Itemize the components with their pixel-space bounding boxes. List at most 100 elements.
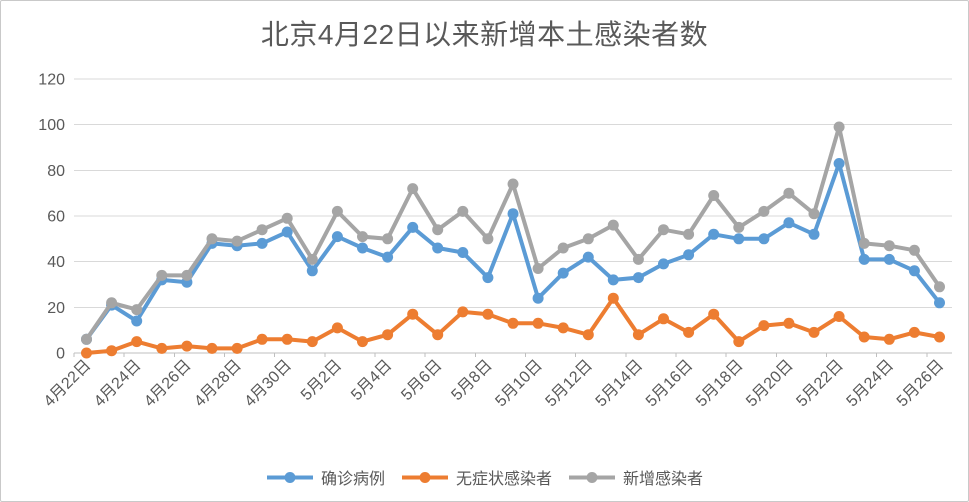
legend-label: 无症状感染者 — [455, 471, 552, 488]
svg-text:4月24日: 4月24日 — [91, 357, 145, 411]
svg-text:4月28日: 4月28日 — [191, 357, 245, 411]
data-point — [281, 212, 293, 224]
data-point — [256, 237, 268, 249]
data-point — [181, 269, 193, 281]
data-point — [908, 244, 920, 256]
data-point — [758, 233, 770, 245]
data-point — [482, 272, 494, 284]
data-point — [507, 178, 519, 190]
data-point — [106, 297, 118, 309]
series-marker-icon — [266, 471, 313, 483]
series-marker-icon — [569, 471, 615, 483]
data-point — [432, 224, 444, 236]
svg-text:20: 20 — [47, 300, 65, 317]
data-point — [131, 304, 143, 316]
data-point — [532, 292, 544, 304]
data-point — [357, 242, 368, 254]
data-point — [331, 205, 343, 217]
svg-text:5月12日: 5月12日 — [543, 357, 597, 411]
data-point — [131, 315, 143, 327]
legend-label: 新增感染者 — [623, 471, 704, 488]
data-point — [306, 336, 318, 348]
data-point — [632, 329, 644, 341]
data-point — [482, 308, 494, 320]
data-point — [708, 228, 720, 240]
data-point — [331, 322, 343, 334]
data-point — [783, 317, 795, 329]
data-point — [181, 340, 193, 352]
data-point — [658, 258, 669, 270]
data-point — [256, 333, 268, 345]
data-point — [683, 249, 695, 261]
data-point — [156, 342, 168, 354]
data-point — [683, 228, 695, 240]
data-point — [733, 233, 745, 245]
svg-text:60: 60 — [47, 209, 65, 226]
data-point — [382, 329, 394, 341]
data-point — [557, 242, 569, 254]
data-point — [808, 228, 820, 240]
svg-text:4月26日: 4月26日 — [141, 357, 195, 411]
data-point — [758, 205, 770, 217]
svg-text:4月30日: 4月30日 — [242, 357, 296, 411]
gridlines — [74, 78, 952, 354]
data-point — [106, 345, 118, 357]
data-point — [582, 329, 594, 341]
data-point — [206, 342, 218, 354]
data-point — [407, 183, 419, 195]
series-确诊病例 — [81, 158, 945, 345]
data-point — [733, 336, 745, 348]
data-point — [708, 308, 720, 320]
data-point — [532, 317, 544, 329]
legend-item-confirmed-cases: 确诊病例 — [266, 465, 385, 489]
svg-text:5月18日: 5月18日 — [693, 357, 747, 411]
series-无症状感染者 — [81, 292, 945, 359]
data-point — [331, 231, 343, 243]
data-point — [131, 336, 143, 348]
data-point — [733, 221, 745, 233]
svg-text:5月2日: 5月2日 — [298, 357, 345, 404]
data-point — [582, 251, 594, 263]
data-point — [883, 253, 895, 265]
data-point — [632, 253, 644, 265]
data-point — [808, 208, 820, 220]
svg-text:5月16日: 5月16日 — [643, 357, 697, 411]
data-point — [306, 253, 318, 265]
data-point — [557, 267, 569, 279]
data-point — [934, 281, 945, 293]
data-point — [507, 317, 519, 329]
data-point — [557, 322, 569, 334]
data-point — [432, 242, 444, 254]
data-point — [658, 224, 669, 236]
data-point — [457, 247, 469, 258]
data-point — [582, 233, 594, 245]
data-point — [256, 224, 268, 236]
data-point — [281, 226, 293, 238]
data-point — [81, 347, 92, 359]
data-point — [231, 342, 243, 354]
data-point — [607, 219, 619, 231]
data-point — [632, 272, 644, 284]
data-point — [357, 336, 368, 348]
legend: 确诊病例 无症状感染者 新增感染者 — [1, 465, 968, 489]
data-point — [382, 251, 394, 263]
data-point — [783, 187, 795, 199]
data-point — [908, 326, 920, 338]
data-point — [457, 306, 469, 318]
data-point — [457, 205, 469, 217]
svg-text:5月10日: 5月10日 — [492, 357, 546, 411]
data-point — [81, 333, 92, 345]
data-point — [507, 208, 519, 220]
data-point — [156, 269, 168, 281]
data-point — [883, 240, 895, 252]
data-point — [658, 313, 669, 325]
svg-text:5月6日: 5月6日 — [398, 357, 445, 404]
data-point — [407, 221, 419, 233]
data-point — [206, 233, 218, 245]
svg-text:5月8日: 5月8日 — [448, 357, 495, 404]
legend-item-asymptomatic-cases: 无症状感染者 — [401, 465, 552, 489]
svg-text:4月22日: 4月22日 — [41, 357, 95, 411]
svg-text:40: 40 — [47, 254, 65, 271]
svg-text:5月20日: 5月20日 — [743, 357, 797, 411]
